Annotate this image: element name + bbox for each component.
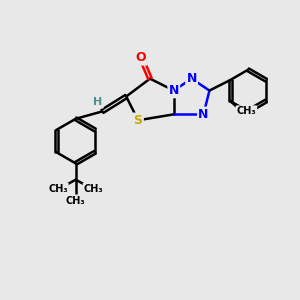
Text: CH₃: CH₃ — [84, 184, 103, 194]
Text: CH₃: CH₃ — [237, 106, 256, 116]
Text: CH₃: CH₃ — [48, 184, 68, 194]
Text: O: O — [136, 51, 146, 64]
Text: S: S — [134, 114, 142, 127]
Text: N: N — [169, 84, 179, 97]
Text: N: N — [198, 108, 209, 121]
Text: N: N — [186, 72, 197, 85]
Text: H: H — [93, 98, 103, 107]
Text: CH₃: CH₃ — [66, 196, 86, 206]
